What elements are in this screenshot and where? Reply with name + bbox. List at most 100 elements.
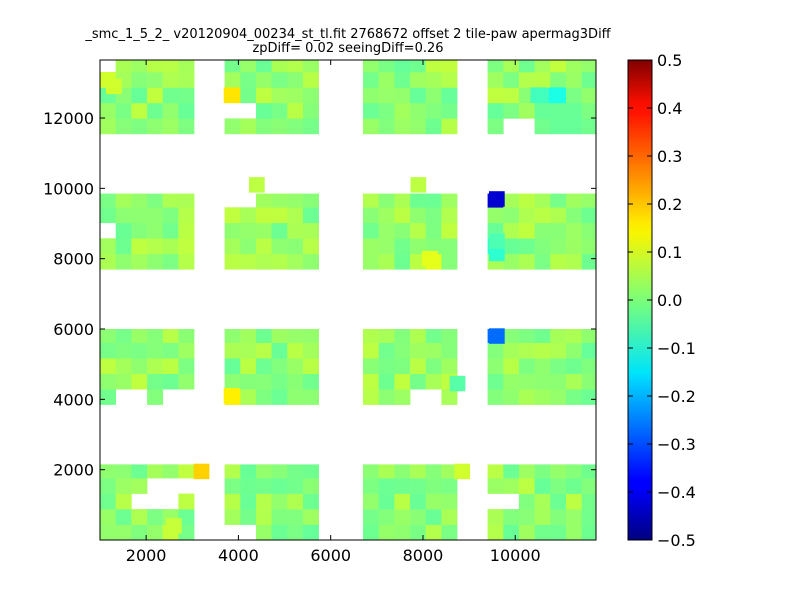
heatmap-cell bbox=[581, 342, 597, 359]
heatmap-cell bbox=[566, 373, 582, 390]
heatmap-cell bbox=[410, 72, 427, 88]
heatmap-cell bbox=[394, 524, 411, 541]
y-tick-label: 2000 bbox=[53, 461, 94, 480]
heatmap-cell bbox=[425, 118, 442, 135]
heatmap-cell bbox=[287, 329, 304, 343]
heatmap-cell bbox=[378, 478, 395, 494]
heatmap-cell bbox=[394, 253, 411, 270]
heatmap-cell bbox=[303, 509, 319, 525]
heatmap-cell bbox=[487, 60, 504, 73]
heatmap-cell bbox=[441, 102, 458, 119]
heatmap-cell bbox=[271, 478, 288, 494]
heatmap-cell bbox=[581, 207, 597, 224]
heatmap-cell bbox=[581, 60, 597, 73]
heatmap-cell bbox=[534, 509, 551, 525]
heatmap-cell bbox=[566, 389, 582, 405]
heatmap-cell bbox=[518, 222, 535, 239]
heatmap-cell bbox=[363, 207, 379, 224]
heatmap-cell bbox=[534, 358, 551, 374]
heatmap-cell bbox=[566, 222, 582, 239]
heatmap-cell bbox=[550, 222, 567, 239]
heatmap-cell bbox=[271, 102, 288, 119]
outlier-cell bbox=[489, 245, 505, 262]
heatmap-cell bbox=[303, 193, 319, 208]
heatmap-cell bbox=[240, 358, 257, 374]
heatmap-cell bbox=[131, 342, 148, 359]
heatmap-cell bbox=[224, 329, 241, 343]
heatmap-cell bbox=[147, 87, 164, 104]
heatmap-cell bbox=[550, 464, 567, 479]
heatmap-cell bbox=[287, 253, 304, 270]
heatmap-cell bbox=[162, 193, 179, 208]
heatmap-cell bbox=[240, 222, 257, 239]
heatmap-cell bbox=[240, 60, 257, 73]
heatmap-cell bbox=[518, 72, 535, 88]
heatmap-cell bbox=[256, 524, 272, 541]
heatmap-cell bbox=[271, 509, 288, 525]
heatmap-cell bbox=[100, 493, 116, 510]
heatmap-cell bbox=[100, 389, 116, 405]
heatmap-cell bbox=[303, 238, 319, 255]
heatmap-cell bbox=[287, 524, 304, 541]
heatmap-cell bbox=[394, 238, 411, 255]
heatmap-cell bbox=[503, 509, 520, 525]
heatmap-cell bbox=[178, 253, 195, 270]
heatmap-cell bbox=[147, 509, 164, 525]
heatmap-cell bbox=[240, 118, 257, 135]
heatmap-cell bbox=[256, 493, 272, 510]
heatmap-cell bbox=[410, 87, 427, 104]
heatmap-cell bbox=[115, 329, 132, 343]
heatmap-cell bbox=[131, 373, 148, 390]
heatmap-cell bbox=[518, 478, 535, 494]
heatmap-cell bbox=[131, 193, 148, 208]
heatmap-cell bbox=[441, 509, 458, 525]
heatmap-cell bbox=[425, 524, 442, 541]
heatmap-cell bbox=[131, 102, 148, 119]
heatmap-cell bbox=[131, 222, 148, 239]
heatmap-cell bbox=[425, 373, 442, 390]
heatmap-cell bbox=[240, 493, 257, 510]
heatmap-cell bbox=[100, 102, 116, 119]
heatmap-cell bbox=[534, 102, 551, 119]
heatmap-cell bbox=[566, 524, 582, 541]
heatmap-cell bbox=[581, 329, 597, 343]
heatmap-cell bbox=[550, 238, 567, 255]
heatmap-cell bbox=[162, 87, 179, 104]
heatmap-cell bbox=[518, 389, 535, 405]
heatmap-cell bbox=[271, 493, 288, 510]
heatmap-cell bbox=[147, 464, 164, 479]
heatmap-cell bbox=[581, 358, 597, 374]
heatmap-cell bbox=[147, 238, 164, 255]
outlier-cell bbox=[193, 463, 210, 480]
heatmap-cell bbox=[378, 238, 395, 255]
heatmap-cell bbox=[441, 329, 458, 343]
heatmap-cell bbox=[147, 207, 164, 224]
heatmap-cell bbox=[162, 342, 179, 359]
heatmap-cell bbox=[503, 222, 520, 239]
heatmap-cell bbox=[441, 253, 458, 270]
heatmap-cell bbox=[363, 329, 379, 343]
heatmap-cell bbox=[410, 373, 427, 390]
heatmap-cell bbox=[518, 253, 535, 270]
heatmap-cell bbox=[441, 60, 458, 73]
heatmap-cell bbox=[534, 478, 551, 494]
outlier-cell bbox=[422, 250, 438, 267]
heatmap-cell bbox=[115, 524, 132, 541]
heatmap-cell bbox=[394, 358, 411, 374]
heatmap-cell bbox=[581, 72, 597, 88]
x-tick-label: 8000 bbox=[403, 546, 444, 565]
colorbar-tick-label: −0.4 bbox=[657, 483, 696, 502]
heatmap-cell bbox=[566, 509, 582, 525]
heatmap-cell bbox=[256, 373, 272, 390]
heatmap-cell bbox=[581, 238, 597, 255]
heatmap-cell bbox=[566, 60, 582, 73]
y-tick-label: 8000 bbox=[53, 250, 94, 269]
heatmap-cell bbox=[425, 464, 442, 479]
heatmap-cell bbox=[363, 342, 379, 359]
heatmap-cell bbox=[162, 329, 179, 343]
heatmap-cell bbox=[441, 389, 458, 405]
heatmap-cell bbox=[363, 253, 379, 270]
heatmap-cell bbox=[550, 72, 567, 88]
heatmap-cell bbox=[287, 222, 304, 239]
heatmap-cell bbox=[271, 60, 288, 73]
